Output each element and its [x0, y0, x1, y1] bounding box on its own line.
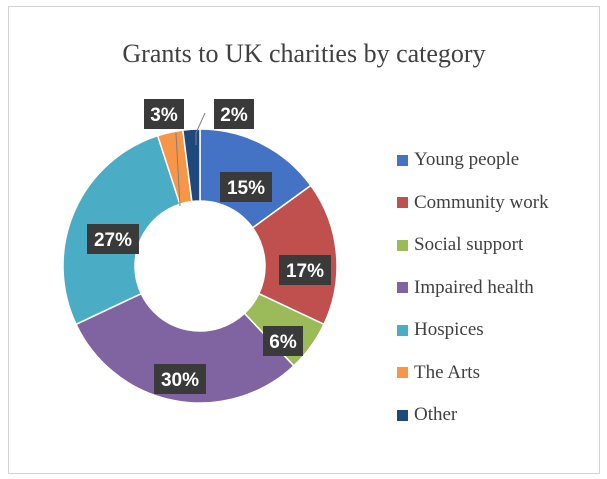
legend-swatch: [397, 324, 408, 336]
data-label-social-support: 6%: [263, 326, 303, 356]
data-label-text: 6%: [269, 332, 297, 353]
data-label-text: 15%: [227, 178, 265, 199]
chart-title: Grants to UK charities by category: [122, 39, 486, 68]
donut-chart: 15% 17% 6% 30% 27% 3% 2%: [62, 99, 338, 404]
data-label-text: 30%: [161, 370, 199, 391]
legend-label: Hospices: [414, 319, 484, 341]
legend-swatch: [397, 197, 408, 209]
data-label-other: 2%: [214, 99, 254, 129]
legend-item-social-support[interactable]: Social support: [397, 224, 549, 267]
legend: Young people Community work Social support…: [397, 139, 549, 437]
legend-item-community-work[interactable]: Community work: [397, 182, 549, 225]
legend-label: Community work: [414, 191, 549, 213]
legend-swatch: [397, 154, 408, 166]
data-label-box: [154, 364, 206, 394]
data-label-text: 2%: [220, 105, 248, 126]
chart-area: Grants to UK charities by category 15% 17…: [8, 6, 600, 474]
legend-label: The Arts: [414, 361, 480, 383]
data-label-box: [87, 224, 139, 254]
leader-line-the-arts: [175, 132, 181, 207]
data-label-young-people: 15%: [220, 172, 272, 202]
data-label-box: [220, 172, 272, 202]
slice-other[interactable]: [181, 128, 201, 203]
data-label-text: 3%: [150, 105, 178, 126]
legend-label: Other: [414, 404, 458, 426]
legend-label: Impaired health: [414, 276, 534, 298]
slice-impaired-health[interactable]: [75, 292, 295, 404]
leader-line-other: [195, 112, 206, 145]
legend-swatch: [397, 409, 408, 421]
data-label-impaired-health: 30%: [154, 364, 206, 394]
legend-item-the-arts[interactable]: The Arts: [397, 352, 549, 395]
legend-label: Young people: [414, 149, 520, 171]
data-label-community-work: 17%: [279, 255, 331, 285]
legend-swatch: [397, 282, 408, 294]
legend-label: Social support: [414, 234, 524, 256]
slice-community-work[interactable]: [251, 184, 338, 326]
legend-swatch: [397, 239, 408, 251]
data-label-hospices: 27%: [87, 224, 139, 254]
legend-swatch: [397, 367, 408, 379]
legend-item-young-people[interactable]: Young people: [397, 139, 549, 182]
data-label-text: 27%: [94, 230, 132, 251]
legend-item-hospices[interactable]: Hospices: [397, 309, 549, 352]
data-label-text: 17%: [286, 261, 324, 282]
data-label-the-arts: 3%: [144, 99, 184, 129]
data-label-box: [214, 99, 254, 129]
data-label-box: [144, 99, 184, 129]
data-label-box: [263, 326, 303, 356]
data-label-box: [279, 255, 331, 285]
legend-item-other[interactable]: Other: [397, 394, 549, 437]
legend-item-impaired-health[interactable]: Impaired health: [397, 267, 549, 310]
